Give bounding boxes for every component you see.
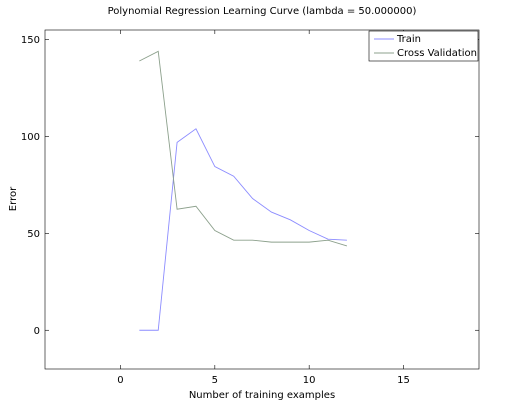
x-tick-label: 10 <box>303 375 316 386</box>
legend: Train Cross Validation <box>368 30 479 62</box>
y-tick-label: 150 <box>21 35 40 46</box>
x-tick-label: 15 <box>397 375 410 386</box>
series-line-train <box>139 128 347 331</box>
x-tick-label: 5 <box>212 375 218 386</box>
series-lines <box>139 50 348 331</box>
y-tick-label: 100 <box>21 132 40 143</box>
legend-label-train: Train <box>396 34 421 45</box>
chart-title: Polynomial Regression Learning Curve (la… <box>108 6 417 17</box>
series-line-cross-validation <box>139 50 348 247</box>
y-axis-title: Error <box>8 186 19 211</box>
y-tick-label: 50 <box>27 229 40 240</box>
x-tick-label: 0 <box>117 375 123 386</box>
legend-label-cross-validation: Cross Validation <box>397 48 477 59</box>
y-tick-label: 0 <box>34 326 40 337</box>
plot-area <box>44 29 480 370</box>
legend-box <box>368 30 479 62</box>
x-axis-title: Number of training examples <box>189 390 335 401</box>
